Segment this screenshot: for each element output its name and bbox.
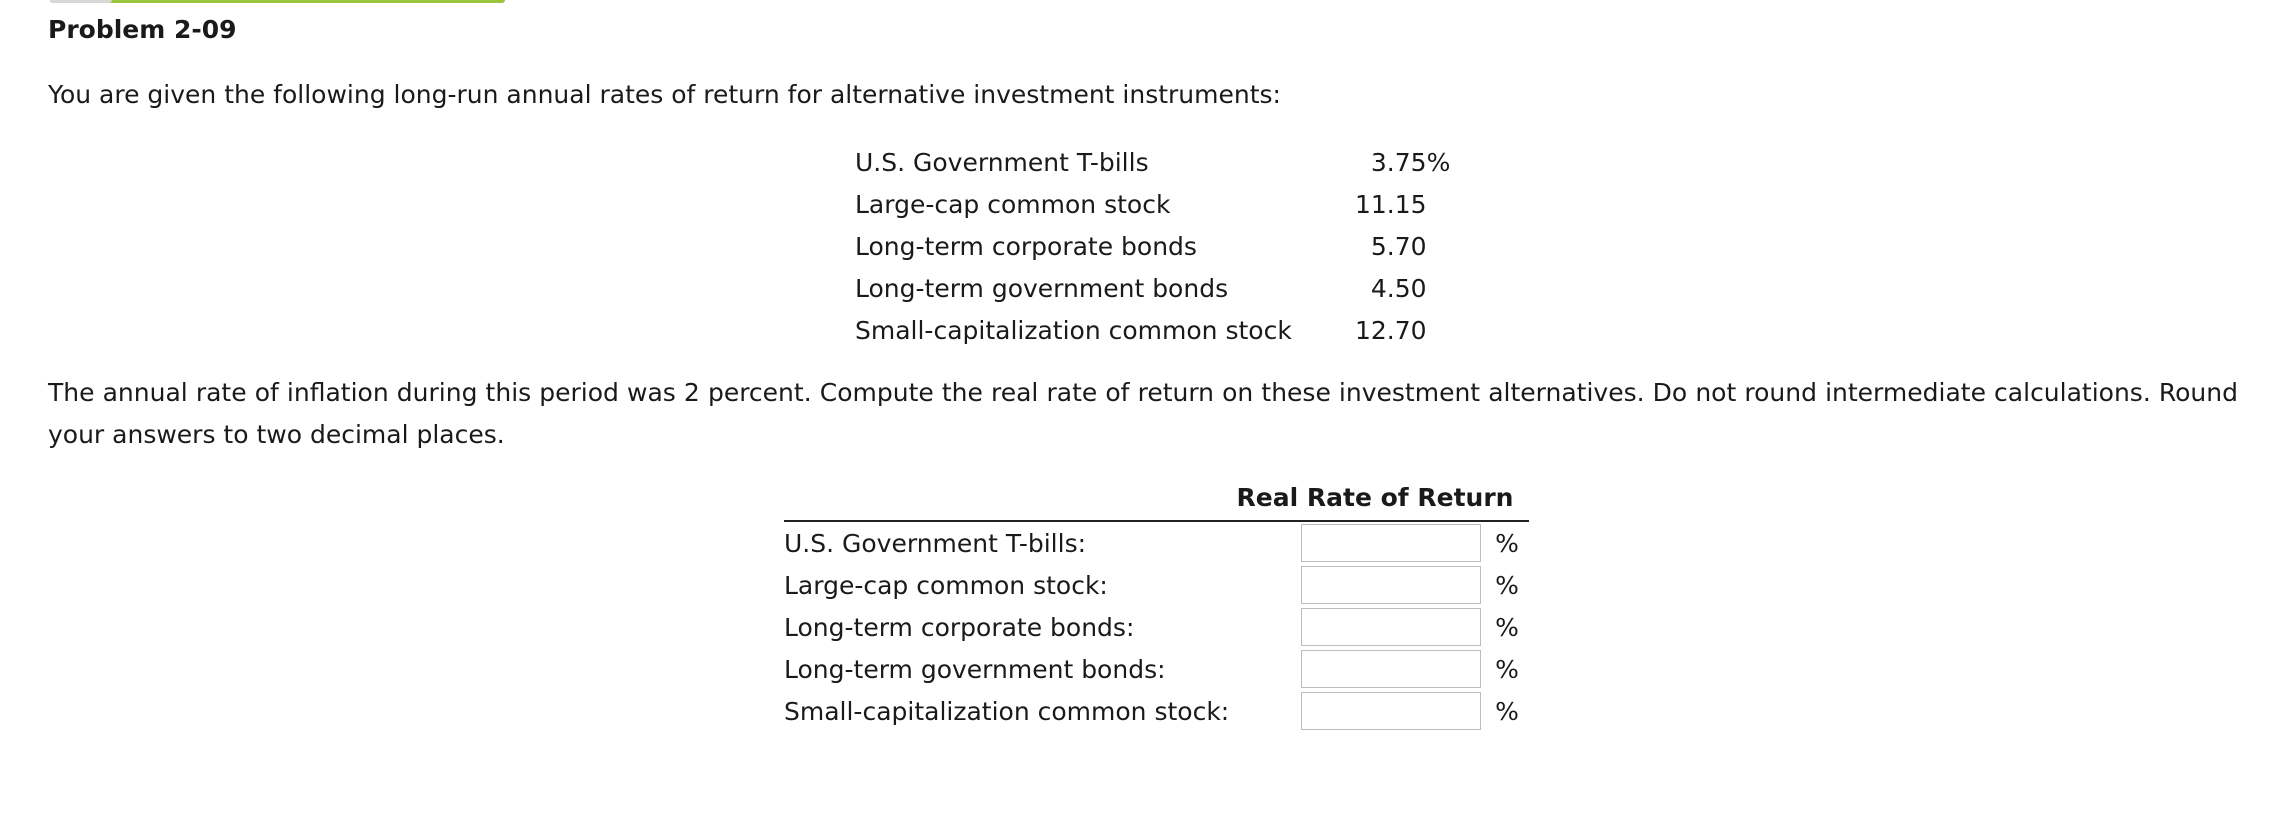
answer-column-header: Real Rate of Return <box>1236 483 1514 512</box>
rate-row: Long-term government bonds 4.50 <box>855 267 1455 309</box>
problem-question: The annual rate of inflation during this… <box>48 378 2238 449</box>
rate-suffix <box>1427 267 1455 309</box>
rate-row: U.S. Government T-bills 3.75 % <box>855 141 1455 183</box>
small-cap-real-rate-input[interactable] <box>1300 692 1481 730</box>
problem-title: Problem 2-09 <box>48 15 237 44</box>
rate-row: Long-term corporate bonds 5.70 <box>855 225 1455 267</box>
answer-table: U.S. Government T-bills: % Large-cap com… <box>784 522 1529 732</box>
percent-unit: % <box>1495 654 1519 684</box>
answer-label: Long-term government bonds: <box>784 654 1166 684</box>
percent-unit: % <box>1495 612 1519 642</box>
rate-suffix <box>1427 183 1455 225</box>
rate-suffix <box>1427 309 1455 351</box>
percent-unit: % <box>1495 696 1519 726</box>
answer-label: Long-term corporate bonds: <box>784 612 1135 642</box>
percent-unit: % <box>1495 570 1519 600</box>
answer-row: Large-cap common stock: % <box>784 564 1529 606</box>
progress-indicator-bar <box>50 0 505 3</box>
answer-row: U.S. Government T-bills: % <box>784 522 1529 564</box>
answer-label: Large-cap common stock: <box>784 570 1108 600</box>
rate-value: 3.75 <box>1370 147 1427 177</box>
problem-intro: You are given the following long-run ann… <box>48 80 1281 109</box>
answer-label: Small-capitalization common stock: <box>784 696 1230 726</box>
rates-table: U.S. Government T-bills 3.75 % Large-cap… <box>855 141 1455 351</box>
large-cap-real-rate-input[interactable] <box>1300 566 1481 604</box>
rate-instrument: Long-term government bonds <box>855 273 1229 303</box>
tbills-real-rate-input[interactable] <box>1300 524 1481 562</box>
corporate-bonds-real-rate-input[interactable] <box>1300 608 1481 646</box>
rate-value: 4.50 <box>1370 273 1427 303</box>
government-bonds-real-rate-input[interactable] <box>1300 650 1481 688</box>
answer-label: U.S. Government T-bills: <box>784 528 1087 558</box>
answer-row: Long-term corporate bonds: % <box>784 606 1529 648</box>
rate-suffix: % <box>1426 147 1451 177</box>
rate-instrument: Long-term corporate bonds <box>855 231 1197 261</box>
rate-row: Small-capitalization common stock 12.70 <box>855 309 1455 351</box>
answer-row: Small-capitalization common stock: % <box>784 690 1529 732</box>
rate-suffix <box>1427 225 1455 267</box>
answer-row: Long-term government bonds: % <box>784 648 1529 690</box>
rate-value: 11.15 <box>1355 189 1427 219</box>
rate-value: 12.70 <box>1355 315 1427 345</box>
percent-unit: % <box>1495 528 1519 558</box>
rate-instrument: U.S. Government T-bills <box>855 147 1149 177</box>
header-divider <box>784 520 1529 522</box>
rate-instrument: Small-capitalization common stock <box>855 315 1292 345</box>
rate-instrument: Large-cap common stock <box>855 189 1171 219</box>
rate-value: 5.70 <box>1370 231 1427 261</box>
rate-row: Large-cap common stock 11.15 <box>855 183 1455 225</box>
